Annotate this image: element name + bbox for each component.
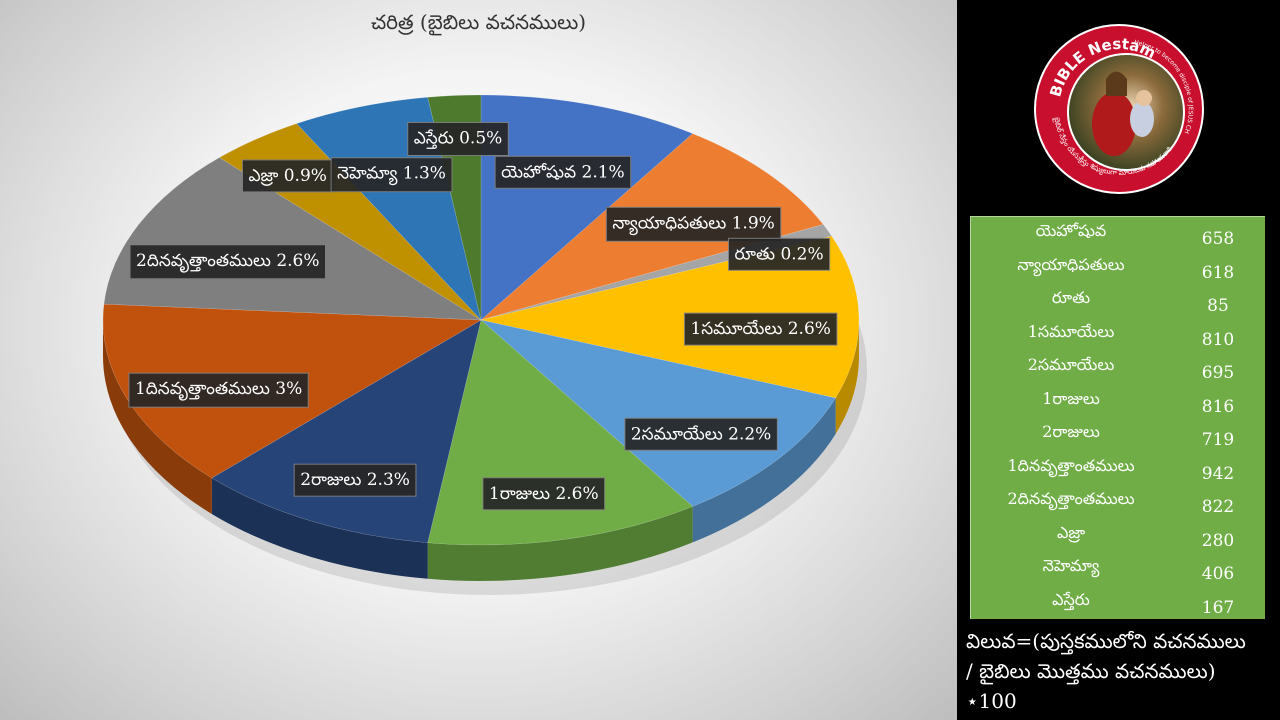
table-row: ఎస్తేరు 167 [971, 588, 1265, 622]
table-verse-count: 695 [1201, 363, 1235, 383]
table-book-name: 1దినవృత్తాంతములు [1007, 455, 1135, 475]
pie-data-label-box [128, 372, 309, 408]
table-verse-count: 280 [1201, 530, 1235, 551]
formula-note: విలువ=(పుస్తకములోని వచనములు / బైబిలు మొత… [966, 626, 1276, 716]
pie-slice-side [427, 506, 693, 581]
pie-slice [480, 319, 836, 507]
table-row: 2దినవృత్తాంతములు 822 [971, 487, 1265, 521]
pie-data-label: 1సమూయేలు 2.6% [690, 319, 830, 339]
formula-line-1: విలువ=(పుస్తకములోని వచనములు [966, 629, 1246, 653]
pie-slice-side [103, 320, 212, 514]
table-verse-count: 822 [1201, 497, 1235, 517]
table-row: 2రాజులు 719 [971, 420, 1265, 454]
table-book-name: యెహోషువ [1035, 221, 1107, 240]
table-row: యెహోషువ 658 [971, 219, 1265, 253]
pie-data-label-box [728, 237, 831, 271]
table-verse-count: 816 [1201, 396, 1235, 417]
pie-chart: యెహోషువ 2.1% న్యాయాధిపతులు 1.9% రూతు 0.2% 1… [102, 94, 860, 581]
table-book-name: 2రాజులు [1042, 422, 1100, 441]
chart-panel: చరిత్ర (బైబిలు వచనములు) యెహోషువ 2.1% న్యా… [0, 0, 957, 720]
table-row: 1సమూయేలు 810 [971, 320, 1265, 354]
table-book-name: నెహెమ్యా [1042, 556, 1100, 575]
bible-nestam-logo: BIBLE Nestam Helper to become disciple o… [1031, 19, 1204, 194]
table-book-name: 2సమూయేలు [1027, 355, 1115, 374]
pie-data-label-box [683, 312, 838, 346]
table-book-name: రూతు [1051, 288, 1091, 307]
table-row: నెహెమ్యా 406 [971, 554, 1265, 588]
pie-data-label-box [605, 206, 782, 242]
table-verse-count: 719 [1201, 430, 1235, 450]
pie-data-label: 2దినవృత్తాంతములు 2.6% [136, 251, 320, 273]
verse-count-table: యెహోషువ 658 న్యాయాధిపతులు 618 రూతు 85 1సమూయేలు… [970, 216, 1265, 619]
pie-data-label-box [482, 477, 606, 511]
table-book-name: 2దినవృత్తాంతములు [1007, 489, 1135, 508]
pie-data-label-box [129, 244, 327, 280]
table-row: న్యాయాధిపతులు 618 [971, 253, 1265, 287]
pie-data-label: రూతు 0.2% [735, 244, 824, 264]
pie-data-label: యెహోషువ 2.1% [501, 162, 625, 182]
pie-data-label: నెహెమ్యా 1.3% [337, 164, 446, 186]
table-verse-count: 810 [1201, 329, 1235, 350]
pie-data-label: ఎజ్రా 0.9% [248, 166, 326, 186]
pie-data-label: 2రాజులు 2.3% [300, 470, 410, 490]
pie-data-label: 2సమూయేలు 2.2% [631, 424, 771, 444]
pie-data-label: ఎస్తేరు 0.5% [414, 128, 503, 149]
table-row: రూతు 85 [971, 286, 1265, 320]
pie-data-label: న్యాయాధిపతులు 1.9% [612, 213, 775, 235]
pie-slice-side [692, 397, 836, 543]
chart-title: చరిత్ర (బైబిలు వచనములు) [370, 10, 587, 34]
table-book-name: ఎజ్రా [1056, 522, 1086, 542]
pie-data-label-box [407, 121, 509, 156]
table-verse-count: 942 [1201, 463, 1235, 484]
pie-data-label-box [293, 463, 417, 497]
pie-data-label: 1రాజులు 2.6% [489, 484, 599, 504]
table-verse-count: 85 [1207, 296, 1229, 316]
pie-data-label: 1దినవృత్తాంతములు 3% [135, 379, 302, 401]
table-book-name: న్యాయాధిపతులు [1017, 254, 1125, 274]
pie-slice [103, 157, 482, 321]
table-row: ఎజ్రా 280 [971, 521, 1265, 555]
table-row: 2సమూయేలు 695 [971, 353, 1265, 387]
pie-data-label-box [624, 417, 778, 451]
table-verse-count: 658 [1201, 229, 1235, 249]
pie-slice [480, 94, 694, 321]
table-book-name: ఎస్తేరు [1052, 589, 1090, 609]
table-verse-count: 406 [1201, 564, 1235, 584]
table-verse-count: 167 [1201, 597, 1235, 618]
formula-line-3: ⋆100 [966, 689, 1017, 713]
pie-data-label-box [330, 157, 453, 193]
table-book-name: 1రాజులు [1042, 388, 1100, 408]
formula-line-2: / బైబిలు మొత్తము వచనములు) [966, 659, 1216, 683]
table-row: 1దినవృత్తాంతములు 942 [971, 454, 1265, 488]
table-book-name: 1సమూయేలు [1027, 321, 1115, 341]
pie-slice-side [835, 320, 859, 434]
table-verse-count: 618 [1201, 262, 1235, 283]
pie-data-label-box [494, 155, 632, 189]
pie-slice-side [211, 477, 428, 579]
pie-slice [480, 235, 860, 399]
pie-labels: యెహోషువ 2.1% న్యాయాధిపతులు 1.9% రూతు 0.2% 1… [128, 121, 838, 511]
table-row: 1రాజులు 816 [971, 387, 1265, 421]
